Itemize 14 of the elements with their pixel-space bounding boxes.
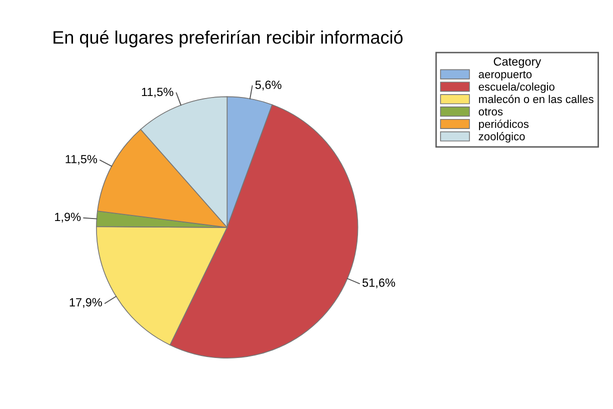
data-label: 51,6% xyxy=(362,278,396,288)
legend-label: zoológico xyxy=(478,132,525,143)
legend-label: aeropuerto xyxy=(478,70,532,80)
chart-title: En qué lugares preferirían recibir informació xyxy=(54,30,403,48)
data-label: 11,5% xyxy=(142,88,174,98)
legend-label: otros xyxy=(478,108,503,116)
data-label: 5,6% xyxy=(255,80,282,90)
legend-label: periódicos xyxy=(479,120,529,130)
legend-label: escuela/colegio xyxy=(478,82,554,93)
legend-label: malecón o en las calles xyxy=(479,94,594,104)
data-label: 1,9% xyxy=(55,212,81,222)
data-label: 11,5% xyxy=(66,154,98,165)
data-label: 17,9% xyxy=(70,298,102,308)
legend-title: Category xyxy=(494,57,542,68)
